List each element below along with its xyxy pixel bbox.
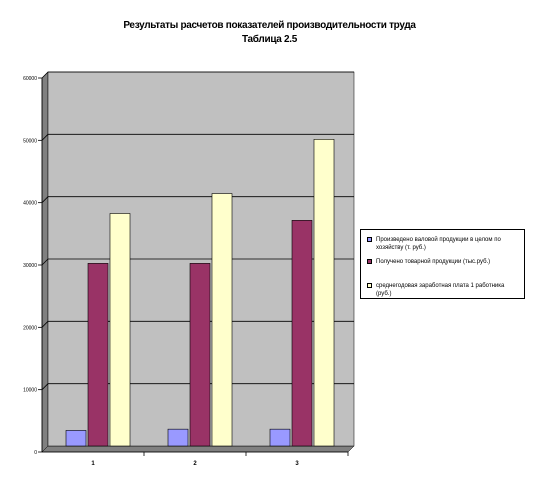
bar-3-1 bbox=[109, 213, 131, 447]
bar-2-1 bbox=[87, 263, 109, 447]
y-tick-label: 30000 bbox=[23, 263, 37, 269]
bar-3-3 bbox=[313, 139, 335, 447]
legend-label-commodity-output: Получено товарной продукции (тыс.руб.) bbox=[376, 259, 491, 265]
gridline bbox=[41, 71, 354, 79]
floor bbox=[41, 445, 355, 453]
legend-swatch-gross-output bbox=[367, 237, 372, 242]
y-tick-label: 10000 bbox=[23, 388, 37, 394]
legend-label-average-salary: среднегодовая заработная плата 1 работни… bbox=[376, 283, 505, 297]
y-tick-label: 40000 bbox=[23, 201, 37, 207]
legend-swatch-average-salary bbox=[367, 283, 372, 288]
legend-item-average-salary: среднегодовая заработная плата 1 работни… bbox=[367, 282, 519, 298]
x-tick-label: 1 bbox=[91, 461, 95, 467]
chart-title: Результаты расчетов показателей производ… bbox=[123, 20, 416, 31]
bar-1-2 bbox=[167, 428, 189, 447]
legend-item-commodity-output: Получено товарной продукции (тыс.руб.) bbox=[367, 258, 519, 266]
y-tick-label: 20000 bbox=[23, 325, 37, 331]
gridline bbox=[41, 383, 354, 390]
bar-1-1 bbox=[65, 430, 87, 447]
legend-label-gross-output: Произведено валовой продукции в целом по… bbox=[376, 237, 501, 251]
gridline bbox=[41, 196, 354, 203]
chart-subtitle: Таблица 2.5 bbox=[241, 34, 298, 45]
y-tick-label: 0 bbox=[34, 450, 37, 456]
gridline bbox=[41, 258, 354, 266]
bar-2-2 bbox=[189, 263, 211, 447]
bar-3-2 bbox=[211, 193, 233, 447]
y-tick-label: 50000 bbox=[23, 138, 37, 144]
legend-swatch-commodity-output bbox=[367, 259, 372, 264]
gridline bbox=[41, 133, 354, 141]
bar-2-3 bbox=[291, 220, 313, 447]
x-tick-label: 3 bbox=[295, 461, 299, 467]
chart-legend: Произведено валовой продукции в целом по… bbox=[360, 229, 525, 299]
gridline bbox=[41, 320, 354, 328]
x-tick-label: 2 bbox=[193, 461, 197, 467]
bar-1-3 bbox=[269, 428, 291, 447]
legend-item-gross-output: Произведено валовой продукции в целом по… bbox=[367, 236, 519, 252]
y-tick-label: 60000 bbox=[23, 76, 37, 82]
